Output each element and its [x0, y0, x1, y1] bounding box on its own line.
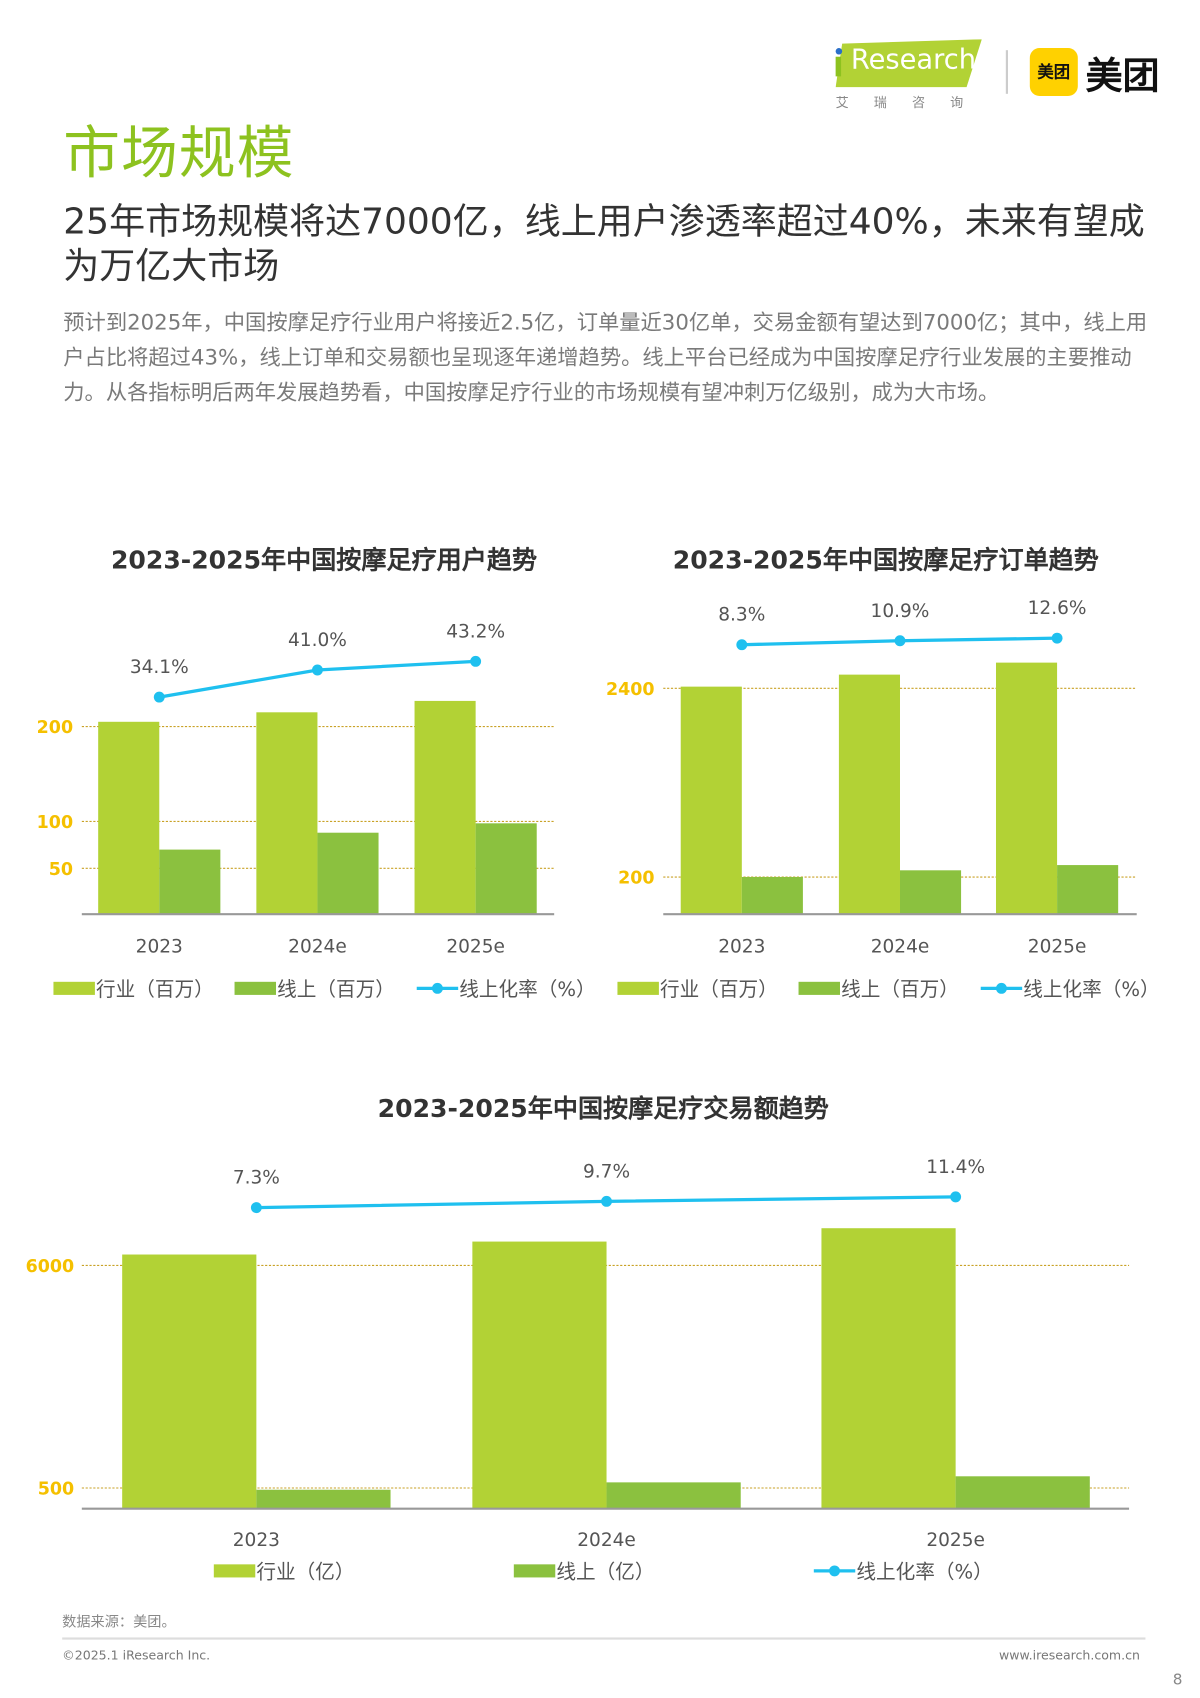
rate-point [1051, 632, 1063, 644]
rate-data-label: 43.2% [446, 621, 505, 642]
legend-swatch-industry [617, 981, 659, 995]
legend-label: 线上化率（%） [1023, 978, 1159, 1001]
legend-label: 线上（百万） [277, 978, 395, 1001]
legend-swatch-online [513, 1564, 556, 1578]
rate-data-label: 41.0% [288, 630, 347, 651]
legend-label: 行业（百万） [660, 978, 778, 1001]
logo-divider [1005, 50, 1008, 94]
legend-label: 行业（亿） [256, 1561, 354, 1584]
chart-title-transactions: 2023-2025年中国按摩足疗交易额趋势 [377, 1095, 829, 1124]
data-source: 数据来源：美团。 [62, 1614, 176, 1631]
page-title: 市场规模 [63, 121, 295, 187]
y-tick-label: 100 [37, 813, 73, 833]
rate-data-label: 34.1% [130, 657, 189, 678]
bar-industry [995, 662, 1058, 915]
bar-online [1057, 865, 1119, 915]
meituan-logo-icon: 美团 [1029, 47, 1078, 96]
legend-label: 行业（百万） [96, 978, 214, 1001]
bar-online [955, 1476, 1090, 1509]
iresearch-logo: Research [850, 43, 977, 76]
bar-industry [821, 1228, 956, 1509]
bar-online [159, 849, 221, 915]
rate-data-label: 8.3% [718, 605, 765, 626]
rate-data-label: 11.4% [926, 1157, 985, 1178]
bar-industry [838, 674, 900, 915]
chart-title-users: 2023-2025年中国按摩足疗用户趋势 [110, 546, 538, 575]
legend-label: 线上（亿） [556, 1561, 654, 1584]
y-tick-label: 50 [49, 860, 73, 880]
x-tick-label: 2024e [288, 936, 347, 957]
x-tick-label: 2024e [871, 936, 930, 957]
bar-industry [414, 700, 476, 915]
page-number: 8 [1172, 1671, 1183, 1689]
body-text: 预计到2025年，中国按摩足疗行业用户将接近2.5亿，订单量近30亿单，交易金额… [63, 309, 1148, 405]
rate-data-label: 10.9% [871, 601, 930, 622]
x-tick-label: 2023 [718, 936, 765, 957]
legend-swatch-online [798, 981, 840, 995]
legend-swatch-industry [53, 981, 95, 995]
legend-swatch-online [234, 981, 276, 995]
rate-point [153, 691, 165, 703]
rate-point [311, 664, 323, 676]
legend-rate-marker [995, 982, 1007, 994]
x-tick-label: 2024e [577, 1530, 636, 1551]
chart-title-orders: 2023-2025年中国按摩足疗订单趋势 [672, 546, 1099, 575]
y-tick-label: 6000 [26, 1257, 75, 1277]
y-tick-label: 200 [37, 718, 73, 738]
bar-industry [256, 712, 318, 915]
rate-point [470, 655, 482, 667]
bar-online [256, 1489, 391, 1509]
y-tick-label: 200 [618, 869, 654, 889]
meituan-logo-text: 美团 [1085, 54, 1160, 99]
legend-rate-marker [829, 1565, 840, 1577]
x-tick-label: 2025e [446, 936, 505, 957]
footer-divider [62, 1637, 1146, 1640]
legend-label: 线上化率（%） [459, 978, 595, 1001]
page-subtitle: 25年市场规模将达7000亿，线上用户渗透率超过40%，未来有望成为万亿大市场 [63, 199, 1145, 287]
bar-online [741, 876, 803, 915]
legend-swatch-industry [213, 1564, 256, 1578]
website-link[interactable]: www.iresearch.com.cn [998, 1647, 1140, 1663]
bar-industry [98, 721, 160, 915]
iresearch-logo-shape [835, 39, 982, 88]
iresearch-logo-dot [835, 47, 843, 55]
y-tick-label: 2400 [606, 680, 655, 700]
bar-online [475, 823, 537, 915]
rate-data-label: 9.7% [583, 1161, 630, 1182]
rate-data-label: 7.3% [233, 1168, 280, 1189]
copyright: ©2025.1 iResearch Inc. [62, 1647, 211, 1663]
bar-online [606, 1482, 741, 1509]
rate-point [894, 635, 906, 647]
bar-industry [472, 1241, 607, 1509]
rate-point [250, 1202, 262, 1214]
iresearch-logo-cn: 艾瑞咨询 [835, 94, 989, 111]
x-tick-label: 2025e [1028, 936, 1087, 957]
bar-industry [680, 686, 742, 915]
y-tick-label: 500 [38, 1480, 74, 1500]
rate-point [736, 639, 748, 651]
legend-label: 线上化率（%） [856, 1561, 992, 1584]
iresearch-logo-i [835, 56, 842, 77]
x-tick-label: 2023 [233, 1530, 280, 1551]
legend-rate-marker [431, 982, 443, 994]
x-tick-label: 2025e [926, 1530, 985, 1551]
x-tick-label: 2023 [136, 936, 183, 957]
bar-online [317, 832, 379, 915]
legend-label: 线上（百万） [841, 978, 959, 1001]
bar-industry [122, 1254, 257, 1509]
rate-data-label: 12.6% [1028, 598, 1087, 619]
rate-point [950, 1191, 962, 1203]
bar-online [899, 870, 962, 915]
rate-point [601, 1195, 612, 1207]
